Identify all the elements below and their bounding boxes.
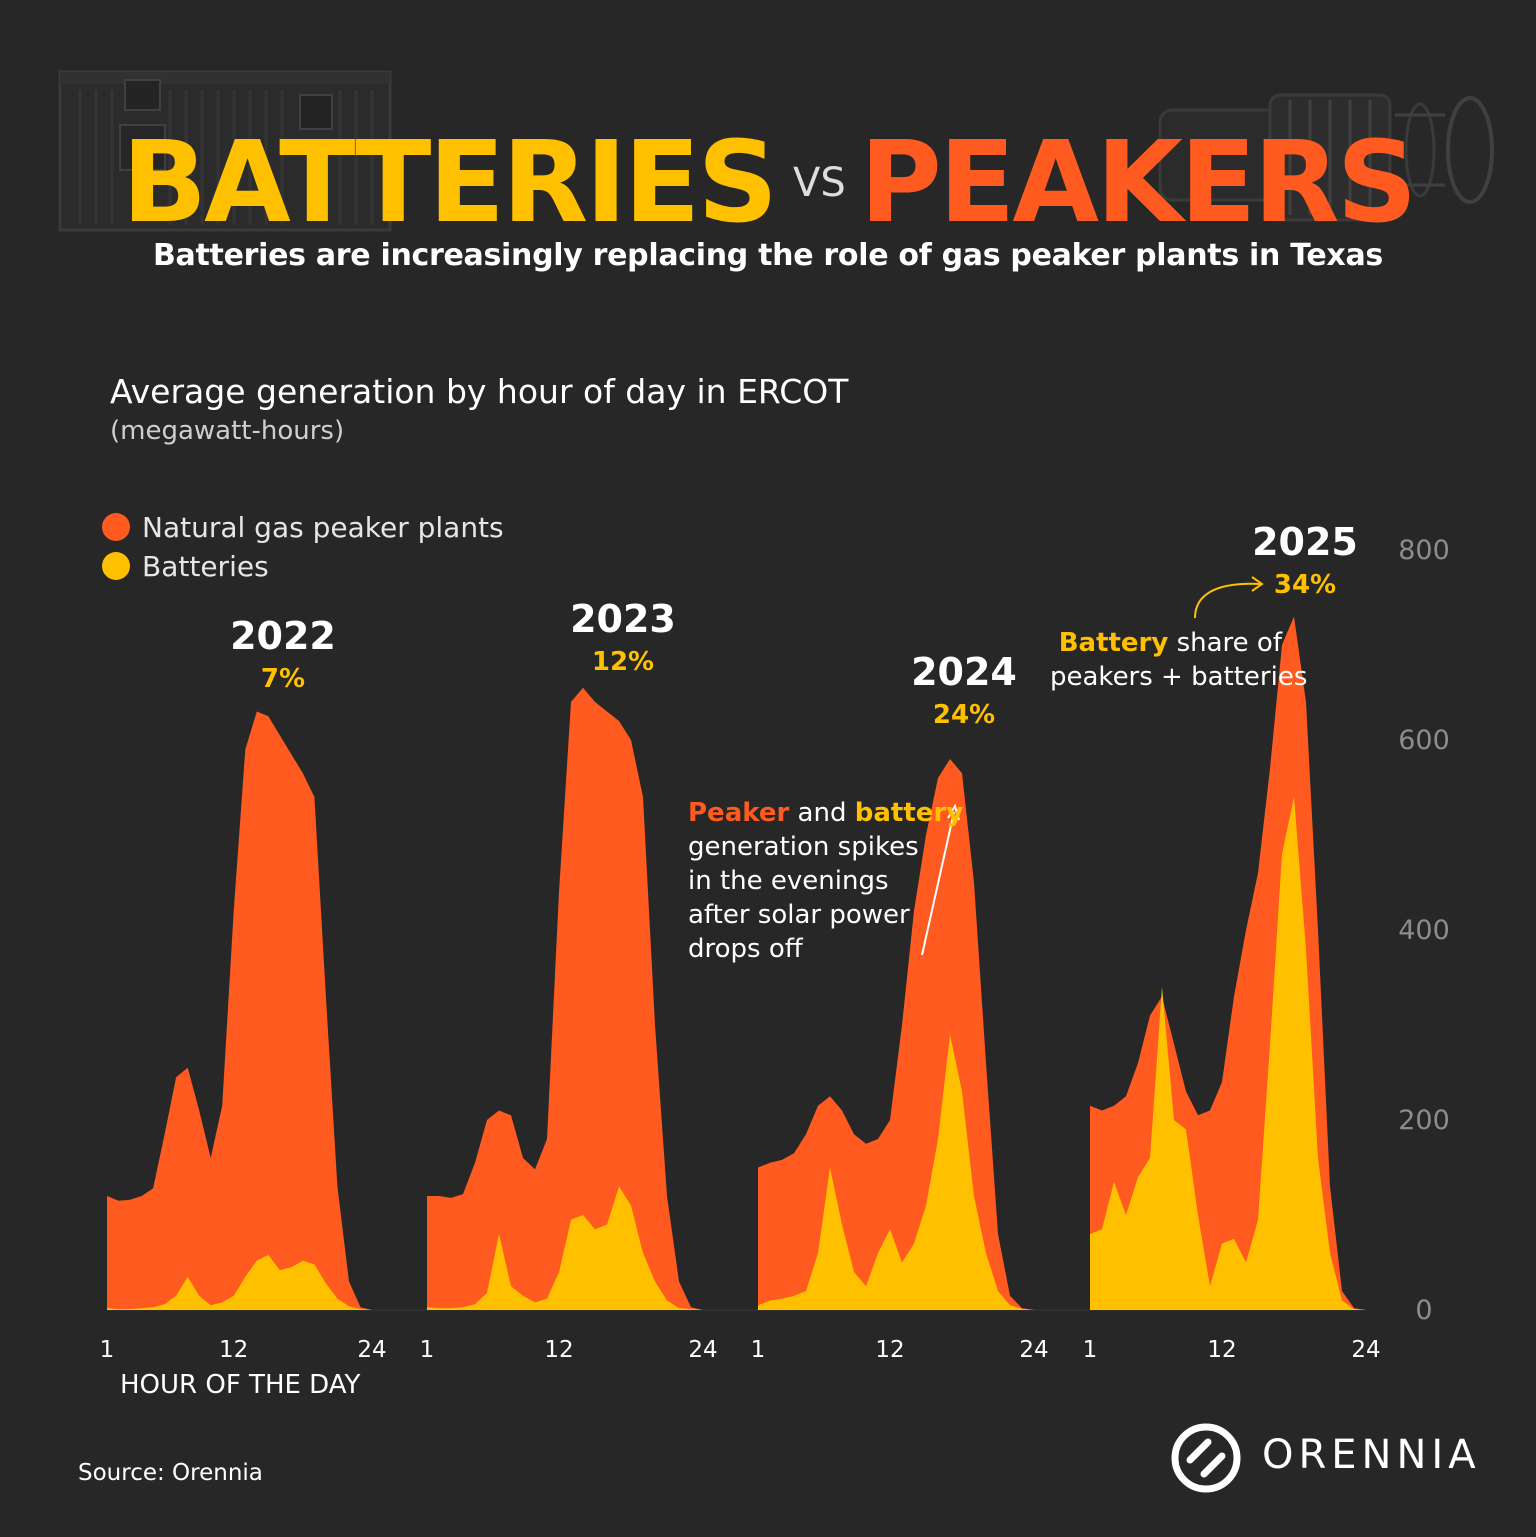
x-tick-label-2022-24: 24 (357, 1337, 386, 1363)
annotation-battery-word: battery (854, 798, 964, 828)
annotation-share-line2: peakers + batteries (1050, 662, 1308, 692)
x-tick-label-2023-24: 24 (688, 1337, 717, 1363)
annotation-spikes-line3: in the evenings (688, 866, 889, 896)
chart-unit: (megawatt-hours) (110, 416, 345, 446)
x-axis-title: HOUR OF THE DAY (120, 1370, 361, 1400)
title-peakers: PEAKERS (859, 118, 1417, 248)
y-tick-label-0: 0 (1415, 1295, 1432, 1326)
battery-share-2023: 12% (591, 647, 655, 677)
subtitle: Batteries are increasingly replacing the… (152, 238, 1383, 273)
year-label-2022: 2022 (230, 614, 336, 658)
battery-container-icon (58, 70, 392, 232)
x-tick-label-2023-12: 12 (544, 1337, 573, 1363)
y-tick-label-200: 200 (1398, 1105, 1450, 1136)
orennia-logo-icon (1171, 1423, 1241, 1493)
year-label-2024: 2024 (911, 650, 1017, 694)
annotation-share-line1: Battery share of (1050, 626, 1282, 660)
x-tick-label-2025-12: 12 (1207, 1337, 1236, 1363)
annotation-spikes-line5: drops off (688, 934, 803, 964)
x-tick-label-2022-1: 1 (100, 1337, 115, 1363)
title-batteries: BATTERIES (121, 118, 778, 248)
annotation-spikes-line4: after solar power (688, 900, 910, 930)
annotation-share-rest: share of (1168, 628, 1282, 658)
annotation-and-word: and (789, 798, 855, 828)
year-label-2023: 2023 (570, 597, 676, 641)
legend-item-peakers: Natural gas peaker plants (102, 510, 504, 544)
y-tick-label-600: 600 (1398, 725, 1450, 756)
annotation-battery-share: Battery share of peakers + batteries (1050, 626, 1308, 694)
title-vs: VS (793, 160, 846, 206)
peaker-area-2023 (427, 687, 703, 1310)
brand-name: ORENNIA (1262, 1432, 1481, 1478)
header-illustrations (58, 70, 1494, 232)
annotation-peaker-word: Peaker (688, 798, 790, 828)
annotation-spikes-line1: Peaker and battery (688, 796, 963, 830)
annotation-arrowhead-share (1251, 576, 1264, 592)
x-tick-label-2024-24: 24 (1019, 1337, 1048, 1363)
annotation-arrow-share (1194, 582, 1261, 619)
x-tick-label-2022-12: 12 (219, 1337, 248, 1363)
annotation-arrowhead-spikes (947, 803, 960, 821)
y-tick-label-800: 800 (1398, 535, 1450, 566)
battery-share-2022: 7% (260, 664, 306, 694)
battery-area-2022 (107, 1254, 372, 1310)
x-tick-label-2024-12: 12 (875, 1337, 904, 1363)
legend-swatch-batteries (102, 552, 130, 580)
x-tick-label-2023-1: 1 (420, 1337, 435, 1363)
y-tick-label-400: 400 (1398, 915, 1450, 946)
x-tick-label-2025-24: 24 (1351, 1337, 1380, 1363)
annotation-share-battery-word: Battery (1058, 628, 1169, 658)
legend-swatch-peakers (102, 513, 130, 541)
x-tick-label-2024-1: 1 (751, 1337, 766, 1363)
battery-share-2024: 24% (932, 700, 996, 730)
main-title: BATTERIES VS PEAKERS (0, 118, 1536, 248)
battery-area-2023 (427, 1186, 703, 1310)
chart-title: Average generation by hour of day in ERC… (110, 372, 849, 411)
annotation-spikes-line2: generation spikes (688, 832, 919, 862)
legend-label-peakers: Natural gas peaker plants (142, 510, 504, 544)
battery-area-2025 (1090, 797, 1366, 1310)
legend-label-batteries: Batteries (142, 549, 269, 583)
gas-turbine-icon (1158, 93, 1494, 222)
annotation-arrow-spikes (921, 811, 955, 956)
source-note: Source: Orennia (78, 1460, 263, 1486)
peaker-area-2022 (107, 711, 372, 1310)
x-tick-label-2025-1: 1 (1083, 1337, 1098, 1363)
year-label-2025: 2025 (1252, 520, 1358, 564)
legend-item-batteries: Batteries (102, 549, 269, 583)
annotation-evening-spikes: Peaker and battery generation spikes in … (688, 796, 963, 966)
battery-area-2024 (758, 1034, 1034, 1310)
battery-share-2025: 34% (1273, 570, 1337, 600)
